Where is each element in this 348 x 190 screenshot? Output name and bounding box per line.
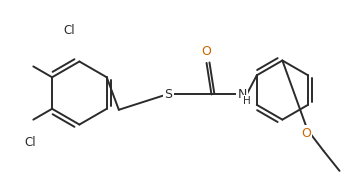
Text: O: O	[301, 127, 311, 140]
Text: S: S	[164, 88, 172, 101]
Text: H: H	[243, 96, 251, 106]
Text: N: N	[237, 88, 247, 101]
Text: O: O	[201, 45, 212, 58]
Text: Cl: Cl	[64, 25, 76, 37]
Text: Cl: Cl	[24, 136, 36, 149]
